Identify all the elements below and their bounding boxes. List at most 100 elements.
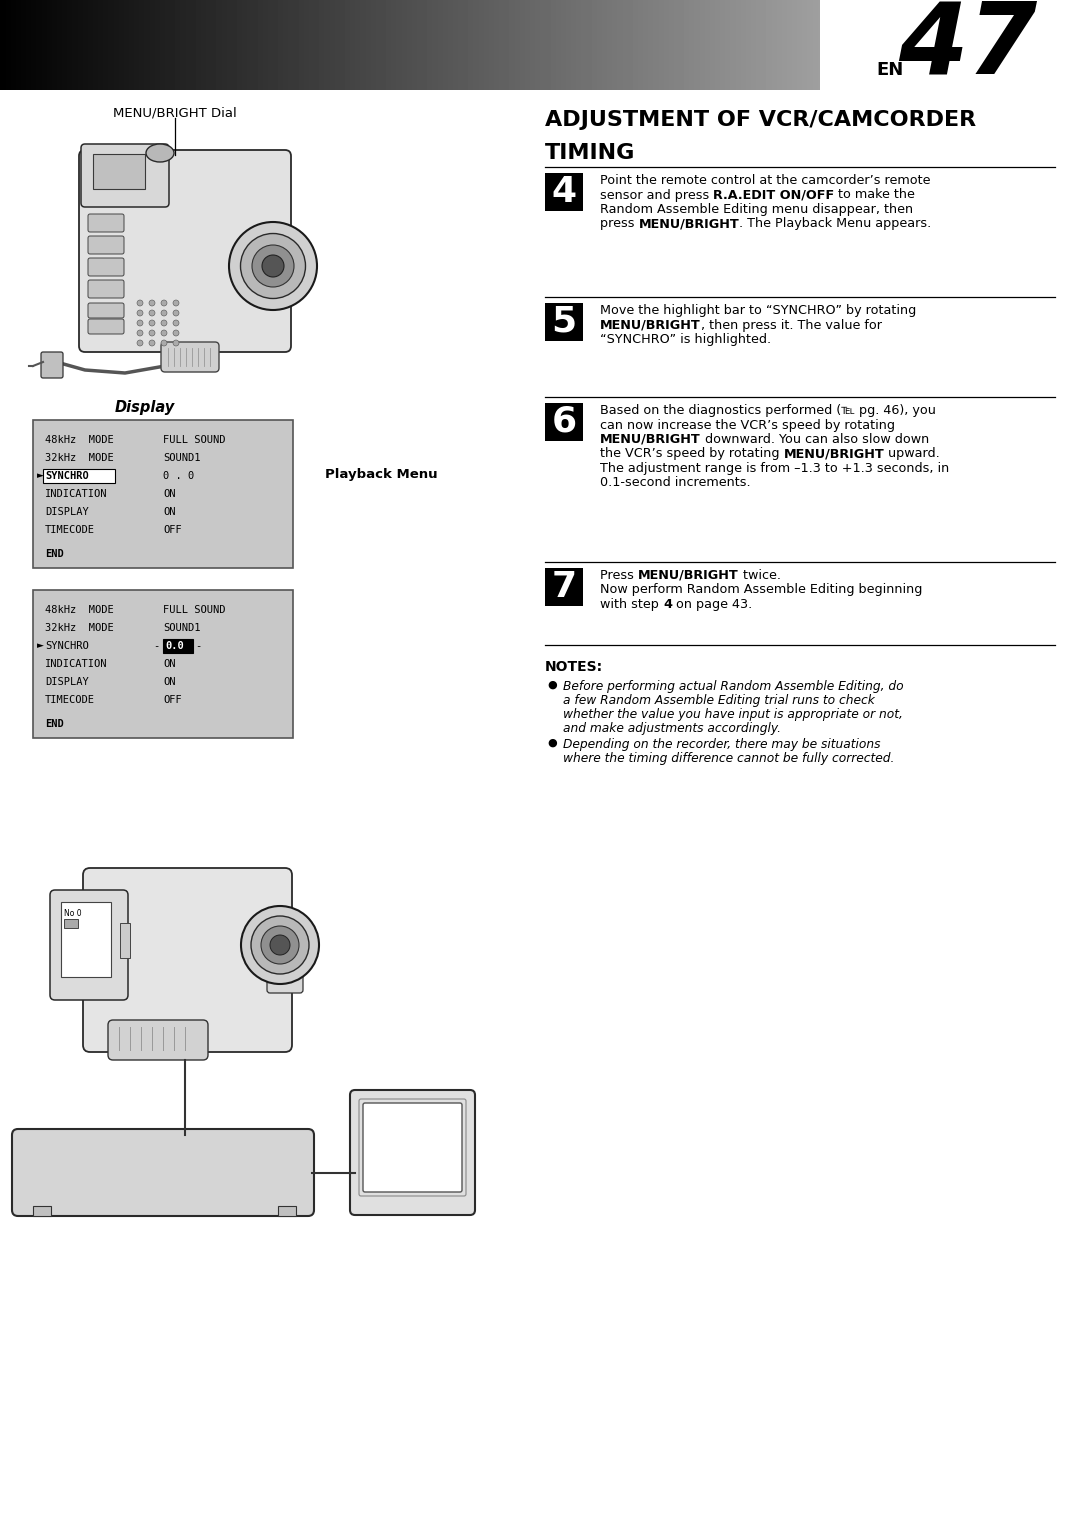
FancyBboxPatch shape [81, 144, 168, 207]
Text: The adjustment range is from –1.3 to +1.3 seconds, in: The adjustment range is from –1.3 to +1.… [600, 461, 949, 475]
Ellipse shape [229, 222, 318, 310]
Bar [60, 901, 111, 977]
Ellipse shape [261, 926, 299, 964]
Bar [33, 1206, 51, 1216]
Text: downward. You can also slow down: downward. You can also slow down [701, 432, 929, 446]
FancyBboxPatch shape [87, 319, 124, 334]
Text: and make adjustments accordingly.: and make adjustments accordingly. [563, 722, 781, 734]
Text: ►: ► [37, 472, 44, 480]
Circle shape [173, 320, 179, 327]
Text: ►: ► [37, 641, 44, 650]
Bar [33, 420, 293, 569]
Text: press: press [600, 218, 638, 230]
Text: TIMECODE: TIMECODE [45, 694, 95, 705]
Text: Press: Press [600, 569, 638, 583]
Bar [43, 469, 114, 483]
Circle shape [161, 300, 167, 307]
Text: SYNCHRO: SYNCHRO [45, 471, 89, 481]
Text: MENU/BRIGHT: MENU/BRIGHT [600, 432, 701, 446]
Text: 4: 4 [663, 598, 672, 612]
Text: 48kHz  MODE: 48kHz MODE [45, 606, 113, 615]
Circle shape [173, 340, 179, 346]
FancyBboxPatch shape [87, 215, 124, 231]
Circle shape [137, 330, 143, 336]
Text: MENU/BRIGHT: MENU/BRIGHT [638, 569, 739, 583]
Text: a few Random Assemble Editing trial runs to check: a few Random Assemble Editing trial runs… [563, 694, 875, 707]
Bar [120, 923, 130, 958]
Text: 0 . 0: 0 . 0 [163, 471, 194, 481]
Text: SOUND1: SOUND1 [163, 622, 201, 633]
Bar [545, 403, 583, 442]
Text: to make the: to make the [835, 189, 916, 201]
Text: 7: 7 [552, 570, 577, 604]
Text: Display: Display [114, 400, 175, 415]
Ellipse shape [252, 245, 294, 287]
Text: Based on the diagnostics performed (℡ pg. 46), you: Based on the diagnostics performed (℡ pg… [600, 405, 936, 417]
Circle shape [149, 300, 156, 307]
Text: can now increase the VCR’s speed by rotating: can now increase the VCR’s speed by rota… [600, 419, 895, 431]
Circle shape [149, 310, 156, 316]
Text: VCR
(Recording deck): VCR (Recording deck) [83, 1147, 243, 1187]
Text: INDICATION: INDICATION [45, 489, 108, 500]
Text: MENU/BRIGHT: MENU/BRIGHT [783, 448, 885, 460]
Text: ●: ● [546, 737, 557, 748]
Ellipse shape [241, 233, 306, 299]
Text: Before performing actual Random Assemble Editing, do: Before performing actual Random Assemble… [563, 681, 904, 693]
Text: DISPLAY: DISPLAY [45, 678, 89, 687]
Text: TIMING: TIMING [545, 143, 635, 162]
Bar [163, 639, 193, 653]
Text: OFF: OFF [163, 524, 181, 535]
Text: FULL SOUND: FULL SOUND [163, 435, 226, 445]
FancyBboxPatch shape [363, 1104, 462, 1193]
FancyBboxPatch shape [41, 353, 63, 379]
Ellipse shape [262, 254, 284, 277]
Text: twice.: twice. [739, 569, 781, 583]
Text: ON: ON [163, 659, 175, 668]
Text: Depending on the recorder, there may be situations: Depending on the recorder, there may be … [563, 737, 880, 751]
Text: Move the highlight bar to “SYNCHRO” by rotating: Move the highlight bar to “SYNCHRO” by r… [600, 304, 916, 317]
Bar [545, 304, 583, 340]
Circle shape [173, 330, 179, 336]
FancyBboxPatch shape [108, 1019, 208, 1059]
Bar [278, 1206, 296, 1216]
Text: Point the remote control at the camcorder’s remote: Point the remote control at the camcorde… [600, 175, 931, 187]
FancyBboxPatch shape [83, 868, 292, 1052]
Circle shape [161, 310, 167, 316]
Bar [820, 0, 1080, 90]
FancyBboxPatch shape [87, 281, 124, 297]
Text: ADJUSTMENT OF VCR/CAMCORDER: ADJUSTMENT OF VCR/CAMCORDER [545, 110, 976, 130]
Bar [64, 918, 78, 927]
Text: upward.: upward. [885, 448, 940, 460]
Text: 0.0: 0.0 [165, 641, 184, 652]
Text: where the timing difference cannot be fully corrected.: where the timing difference cannot be fu… [563, 753, 894, 765]
Text: -: - [153, 641, 159, 652]
Text: whether the value you have input is appropriate or not,: whether the value you have input is appr… [563, 708, 903, 721]
Circle shape [149, 320, 156, 327]
FancyBboxPatch shape [12, 1128, 314, 1216]
Text: 32kHz  MODE: 32kHz MODE [45, 622, 113, 633]
Text: END: END [45, 549, 64, 560]
Text: SYNCHRO: SYNCHRO [45, 641, 89, 652]
Text: 0.1-second increments.: 0.1-second increments. [600, 477, 751, 489]
Text: No 0: No 0 [64, 909, 82, 918]
Circle shape [137, 300, 143, 307]
Text: MENU/BRIGHT: MENU/BRIGHT [638, 218, 739, 230]
FancyBboxPatch shape [350, 1090, 475, 1216]
Text: INDICATION: INDICATION [45, 659, 108, 668]
Circle shape [137, 310, 143, 316]
Text: -: - [195, 641, 201, 652]
Text: END: END [45, 719, 64, 730]
FancyBboxPatch shape [87, 236, 124, 254]
Text: with step: with step [600, 598, 663, 612]
Circle shape [149, 340, 156, 346]
Text: on page 43.: on page 43. [672, 598, 752, 612]
Text: sensor and press: sensor and press [600, 189, 713, 201]
Text: “SYNCHRO” is highlighted.: “SYNCHRO” is highlighted. [600, 333, 771, 346]
Text: SOUND1: SOUND1 [163, 452, 201, 463]
Text: 48kHz  MODE: 48kHz MODE [45, 435, 113, 445]
Text: DISPLAY: DISPLAY [45, 507, 89, 517]
Text: Playback Menu: Playback Menu [325, 468, 437, 481]
Circle shape [161, 330, 167, 336]
Text: MENU/BRIGHT Dial: MENU/BRIGHT Dial [113, 107, 237, 120]
Circle shape [173, 310, 179, 316]
